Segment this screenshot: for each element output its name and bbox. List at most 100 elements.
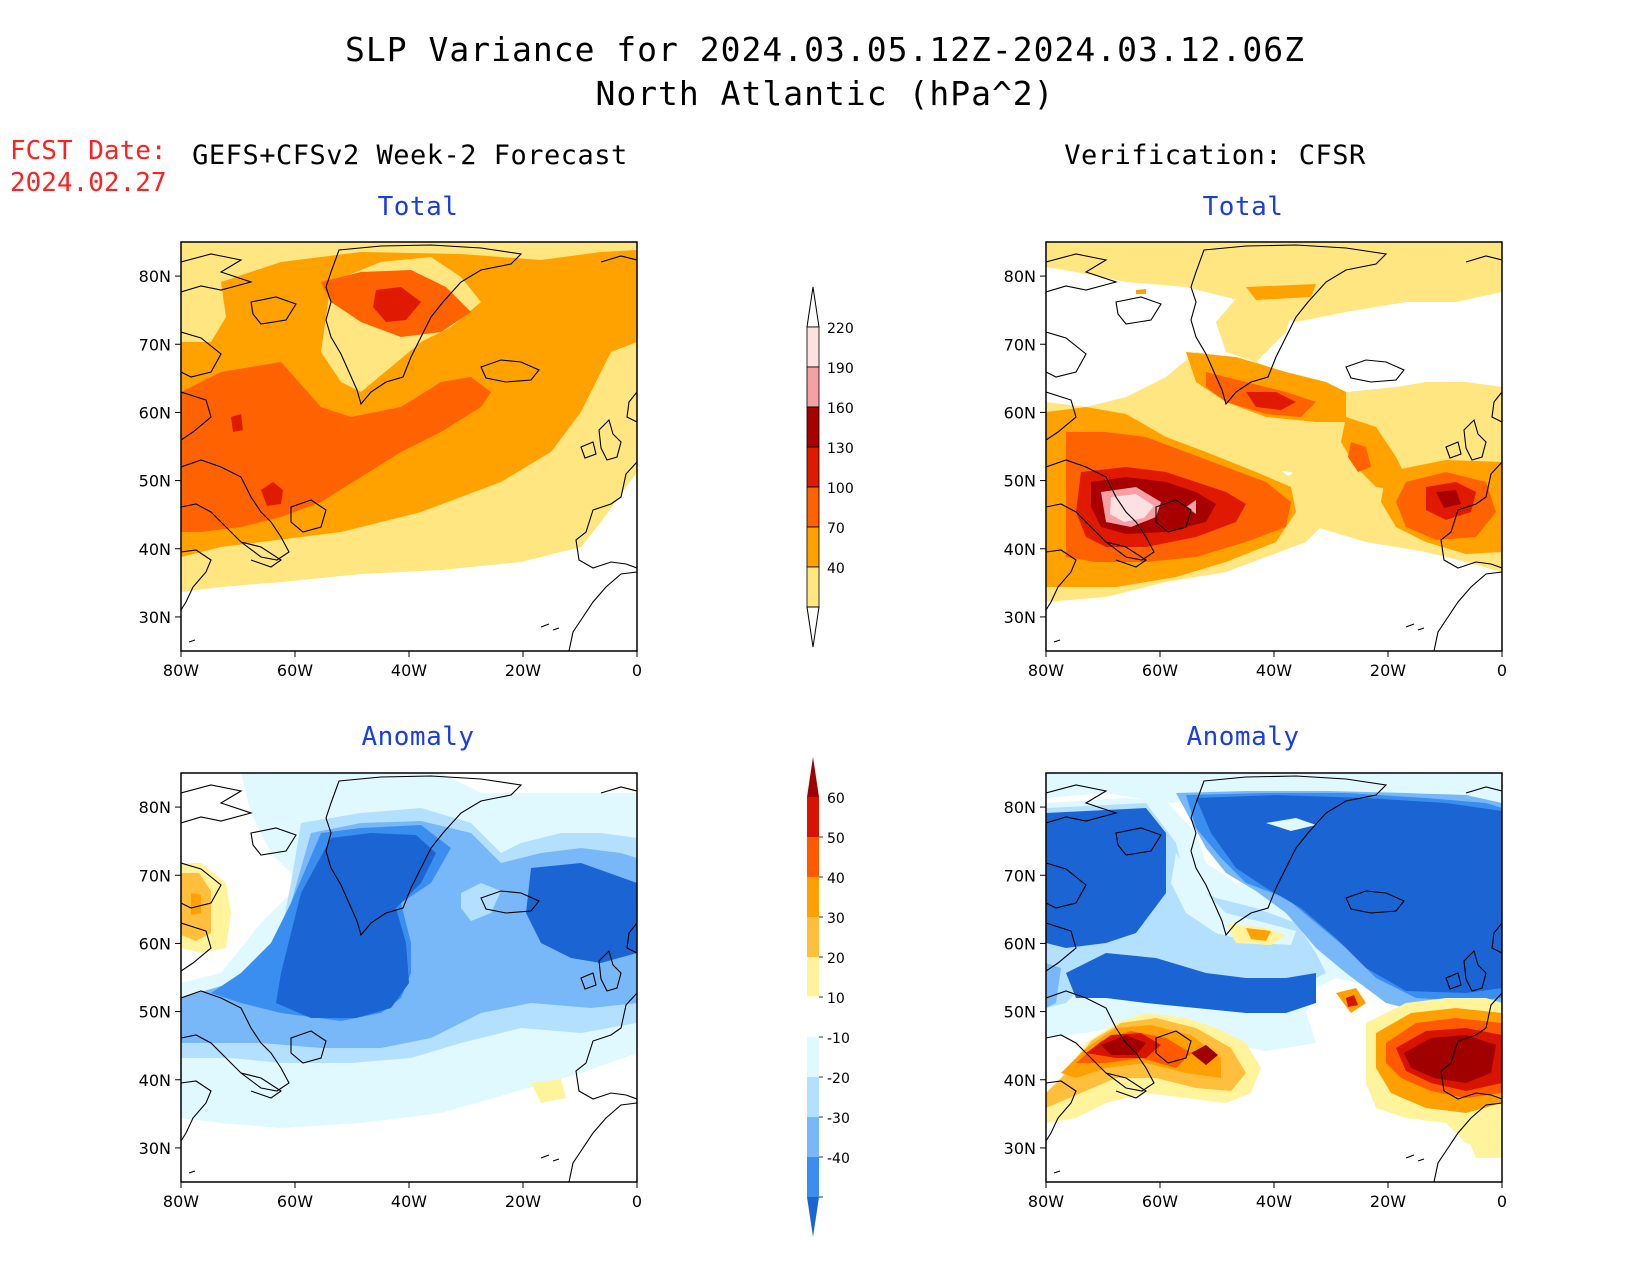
colorbar-anomaly-swatch	[807, 957, 819, 997]
colorbar-anomaly-swatch	[806, 996, 820, 1038]
verification-anomaly-lat-label: 70N	[1004, 866, 1036, 885]
verification-anomaly-lat-label: 60N	[1004, 934, 1036, 953]
colorbar-anomaly-label: 20	[827, 951, 845, 967]
colorbar-total-label: 190	[827, 361, 854, 377]
colorbar-anomaly-bottom-cap	[807, 1197, 819, 1237]
colorbar-anomaly-swatch	[807, 1157, 819, 1197]
verification-anomaly-lon-label: 40W	[1256, 1192, 1292, 1211]
colorbar-total-swatch	[806, 366, 820, 408]
colorbar-total-top-cap	[806, 286, 820, 328]
colorbar-anomaly-swatch	[807, 797, 819, 837]
map-verification-total	[1046, 242, 1502, 651]
colorbar-anomaly-label: 30	[827, 911, 845, 927]
colorbar-total-swatch	[806, 486, 820, 528]
verification-total-lat-label: 50N	[1004, 472, 1036, 491]
verification-anomaly-lon-label: 80W	[1028, 1192, 1064, 1211]
colorbar-anomaly-label: 50	[827, 831, 845, 847]
verification-total-lat-label: 60N	[1004, 403, 1036, 422]
colorbar-anomaly-swatch	[807, 877, 819, 917]
verification-total-lat-label: 30N	[1004, 608, 1036, 627]
colorbar-anomaly: 60 50 40 30 20 10 -10 -20 -30 -40	[806, 757, 850, 1237]
colorbar-total-label: 40	[827, 561, 845, 577]
verification-total-lat-label: 70N	[1004, 335, 1036, 354]
forecast-anomaly-lon-label: 20W	[505, 1192, 541, 1211]
verification-anomaly-lon-label: 60W	[1142, 1192, 1178, 1211]
colorbar-anomaly-label: 40	[827, 871, 845, 887]
left-column-heading: GEFS+CFSv2 Week-2 Forecast	[192, 140, 628, 171]
forecast-anomaly-lat-label: 50N	[139, 1003, 171, 1022]
colorbar-total-swatch	[806, 326, 820, 368]
verification-anomaly-lon-label: 20W	[1370, 1192, 1406, 1211]
verification-total-lon-label: 0	[1497, 661, 1507, 680]
colorbar-total-label: 220	[827, 321, 854, 337]
forecast-anomaly-lat-label: 40N	[139, 1071, 171, 1090]
forecast-total-title: Total	[377, 192, 459, 222]
verification-anomaly-lon-label: 0	[1497, 1192, 1507, 1211]
forecast-total-lat-label: 70N	[139, 335, 171, 354]
forecast-anomaly-lon-label: 40W	[391, 1192, 427, 1211]
map-verification-anomaly	[1046, 773, 1502, 1182]
colorbar-anomaly-label: 10	[827, 991, 845, 1007]
colorbar-total-bottom-cap	[806, 606, 820, 648]
map-forecast-anomaly	[181, 773, 637, 1182]
colorbar-total-swatch	[806, 526, 820, 568]
colorbar-total-label: 160	[827, 401, 854, 417]
colorbar-total-label: 130	[827, 441, 854, 457]
forecast-total-lat-label: 60N	[139, 403, 171, 422]
verification-anomaly-lat-label: 40N	[1004, 1071, 1036, 1090]
colorbar-total-swatch	[806, 566, 820, 608]
verification-total-title: Total	[1202, 192, 1284, 222]
forecast-anomaly-lon-label: 60W	[277, 1192, 313, 1211]
colorbar-anomaly-label: 60	[827, 791, 845, 807]
verification-total-lon-label: 80W	[1028, 661, 1064, 680]
colorbar-total-label: 70	[827, 521, 845, 537]
colorbar-anomaly-label: -40	[827, 1151, 850, 1167]
forecast-anomaly-lat-label: 80N	[139, 798, 171, 817]
colorbar-anomaly-swatch	[807, 1037, 819, 1077]
verification-anomaly-lat-label: 50N	[1004, 1003, 1036, 1022]
verification-total-lon-label: 60W	[1142, 661, 1178, 680]
colorbar-total-swatch	[806, 446, 820, 488]
colorbar-total: 220 190 160 130 100 70 40	[806, 286, 854, 648]
fcst-date-value: 2024.02.27	[10, 168, 167, 198]
colorbar-anomaly-label: -30	[827, 1111, 850, 1127]
colorbar-anomaly-swatch	[807, 1077, 819, 1117]
colorbar-total-swatch	[806, 406, 820, 448]
forecast-anomaly-lat-label: 30N	[139, 1139, 171, 1158]
forecast-anomaly-lon-label: 0	[632, 1192, 642, 1211]
forecast-total-lon-label: 40W	[391, 661, 427, 680]
main-title: SLP Variance for 2024.03.05.12Z-2024.03.…	[345, 30, 1305, 69]
colorbar-anomaly-top-cap	[807, 757, 819, 797]
colorbar-anomaly-label: -10	[827, 1031, 850, 1047]
forecast-total-lat-label: 80N	[139, 267, 171, 286]
forecast-anomaly-title: Anomaly	[361, 722, 475, 752]
right-column-heading: Verification: CFSR	[1064, 140, 1366, 171]
verification-total-lat-label: 80N	[1004, 267, 1036, 286]
forecast-total-lat-label: 50N	[139, 472, 171, 491]
forecast-anomaly-lat-label: 70N	[139, 866, 171, 885]
verification-total-lon-label: 20W	[1370, 661, 1406, 680]
forecast-total-lon-label: 0	[632, 661, 642, 680]
forecast-anomaly-lat-label: 60N	[139, 934, 171, 953]
forecast-anomaly-lon-label: 80W	[163, 1192, 199, 1211]
verification-anomaly-lat-label: 30N	[1004, 1139, 1036, 1158]
colorbar-anomaly-swatch	[807, 917, 819, 957]
colorbar-anomaly-swatch	[807, 837, 819, 877]
colorbar-total-label: 100	[827, 481, 854, 497]
verification-total-lat-label: 40N	[1004, 540, 1036, 559]
colorbar-anomaly-label: -20	[827, 1071, 850, 1087]
forecast-total-lat-label: 40N	[139, 540, 171, 559]
verification-anomaly-title: Anomaly	[1186, 722, 1300, 752]
axes-layer: 80W 60W 40W 20W 0 80N 70N 60N 50N 40N 30N 80W 60W 40W…	[139, 267, 1507, 1211]
verification-anomaly-lat-label: 80N	[1004, 798, 1036, 817]
forecast-total-lat-label: 30N	[139, 608, 171, 627]
forecast-total-lon-label: 20W	[505, 661, 541, 680]
forecast-total-lon-label: 80W	[163, 661, 199, 680]
main-subtitle: North Atlantic (hPa^2)	[595, 74, 1055, 113]
verification-total-lon-label: 40W	[1256, 661, 1292, 680]
forecast-total-lon-label: 60W	[277, 661, 313, 680]
fcst-date-label: FCST Date:	[10, 136, 167, 166]
map-forecast-total	[181, 242, 637, 651]
colorbar-anomaly-swatch	[807, 1117, 819, 1157]
